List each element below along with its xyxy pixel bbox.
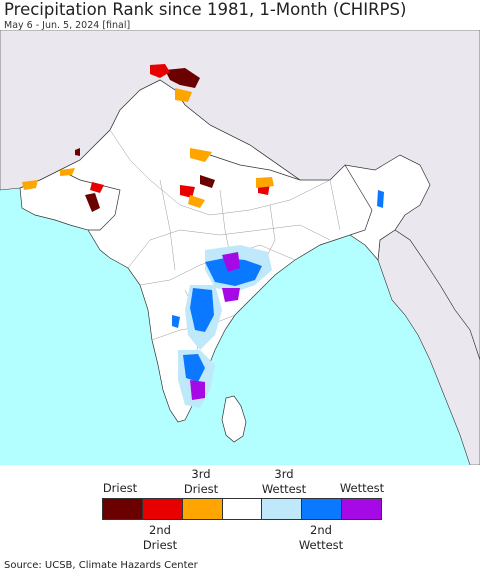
- legend-label-3rd-wettest: 3rd Wettest: [261, 467, 307, 496]
- source-credit: Source: UCSB, Climate Hazards Center: [4, 560, 198, 571]
- date-range-subtitle: May 6 - Jun. 5, 2024 [final]: [4, 20, 131, 31]
- legend-swatch-2nd-driest: [142, 499, 183, 519]
- legend-swatch-normal: [222, 499, 263, 519]
- legend-swatch-3rd-driest: [182, 499, 223, 519]
- country-borders: [59, 154, 373, 236]
- legend-label-2nd-wettest: 2nd Wettest: [298, 523, 344, 552]
- legend-swatch-2nd-wettest: [302, 499, 343, 519]
- legend-swatch-driest: [103, 499, 143, 519]
- legend-label-driest: Driest: [102, 481, 138, 495]
- legend-label-wettest: Wettest: [339, 481, 385, 495]
- legend-label-2nd-driest: 2nd Driest: [142, 523, 178, 552]
- page-title: Precipitation Rank since 1981, 1-Month (…: [4, 0, 407, 19]
- dry-rank-patches: [22, 64, 274, 212]
- map-attribution-mark: [4, 456, 6, 462]
- legend-label-3rd-driest: 3rd Driest: [183, 467, 219, 496]
- sri-lanka: [221, 395, 247, 443]
- precipitation-rank-legend: [102, 498, 382, 520]
- legend-swatch-3rd-wettest: [262, 499, 303, 519]
- southeast-asia-land: [377, 229, 480, 465]
- wet-rank-patches: [172, 190, 384, 408]
- precipitation-rank-map: [0, 30, 480, 465]
- legend-swatch-wettest: [342, 499, 382, 519]
